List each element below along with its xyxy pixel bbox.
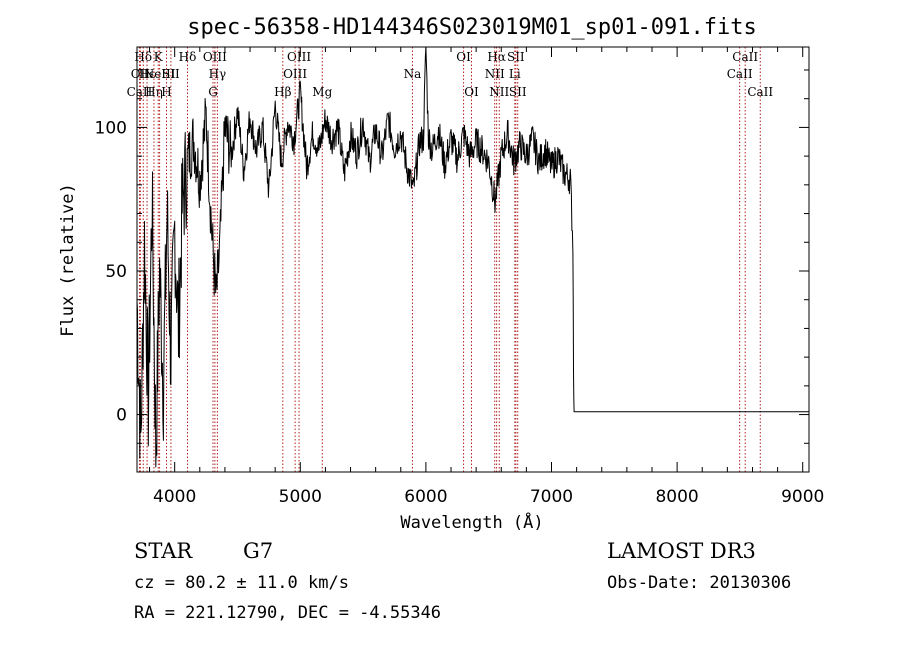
marker-label-12: G — [208, 85, 218, 99]
marker-label-7: H — [161, 85, 171, 99]
chart-title: spec-56358-HD144346S023019M01_sp01-091.f… — [187, 15, 757, 40]
x-tick-label-2: 6000 — [404, 487, 447, 507]
marker-label-16: Mg — [312, 85, 332, 99]
y-tick-label-1: 50 — [105, 262, 127, 282]
plot-frame — [136, 46, 810, 473]
survey-name: LAMOST DR3 — [607, 539, 756, 563]
x-tick-label-3: 7000 — [530, 487, 573, 507]
y-axis-label: Flux (relative) — [58, 183, 78, 337]
marker-label-6: NeIII — [144, 67, 176, 81]
coords-line: RA = 221.12790, DEC = -4.55346 — [134, 603, 442, 623]
object-subclass: G7 — [243, 539, 274, 563]
marker-label-1: OII — [131, 67, 151, 81]
x-tick-label-5: 9000 — [781, 487, 824, 507]
marker-label-24: NII — [489, 85, 509, 99]
series-line-flux — [136, 47, 809, 468]
object-class: STAR — [134, 539, 193, 563]
marker-label-13: Hβ — [274, 85, 291, 99]
marker-label-26: CaII — [732, 50, 758, 64]
marker-label-15: OIII — [283, 67, 307, 81]
marker-label-22: NII — [485, 67, 505, 81]
marker-label-0: Hδ — [134, 50, 152, 64]
marker-label-2: CaII — [127, 85, 153, 99]
marker-label-18: OI — [456, 50, 471, 64]
marker-label-11: Hγ — [209, 67, 227, 81]
x-tick-label-4: 8000 — [655, 487, 698, 507]
marker-label-23: Li — [509, 67, 521, 81]
marker-label-9: Hδ — [179, 50, 197, 64]
marker-label-20: Hα — [487, 50, 506, 64]
marker-label-28: CaII — [747, 85, 773, 99]
obs-date-line: Obs-Date: 20130306 — [607, 573, 792, 593]
y-tick-label-2: 100 — [95, 118, 127, 138]
marker-label-17: Na — [404, 67, 422, 81]
marker-label-19: OI — [464, 85, 479, 99]
marker-label-14: OIII — [287, 50, 311, 64]
marker-label-25: SII — [509, 85, 527, 99]
x-axis-label: Wavelength (Å) — [400, 511, 543, 533]
x-tick-label-0: 4000 — [153, 487, 196, 507]
marker-label-3: Hε — [139, 67, 156, 81]
flux-series — [136, 47, 809, 468]
marker-label-10: OIII — [203, 50, 227, 64]
x-tick-label-1: 5000 — [279, 487, 322, 507]
marker-label-21: SII — [507, 50, 525, 64]
marker-label-4: Hη — [145, 85, 163, 99]
axis-ticks: 4000 5000 6000 7000 8000 9000 0 50 100 — [95, 47, 824, 507]
y-tick-label-0: 0 — [116, 406, 127, 426]
marker-label-8: SII — [162, 67, 180, 81]
marker-label-5: K — [154, 50, 164, 64]
redshift-line: cz = 80.2 ± 11.0 km/s — [134, 573, 349, 593]
spectral-line-markers: Hδ OII CaII Hε Hη K NeIII H SII Hδ OIII Hγ G Hβ OIII OI… — [127, 47, 773, 472]
marker-label-27: CaII — [727, 67, 753, 81]
